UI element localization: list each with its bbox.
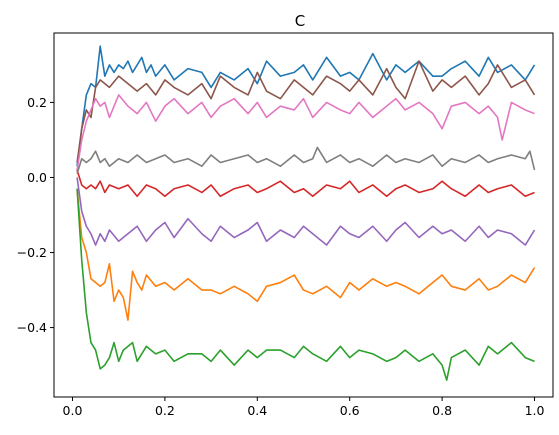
y-tick-label: 0.2 <box>27 95 47 110</box>
chart-title: C <box>295 12 305 30</box>
series-line-2 <box>76 188 536 321</box>
series-layer <box>76 45 536 381</box>
series-line-8 <box>76 146 536 174</box>
y-tick-label: 0.0 <box>27 170 47 185</box>
x-tick-label: 0.0 <box>63 403 83 418</box>
axes-layer: 0.0 0.2 0.4 0.6 0.8 1.0 −0.4 −0.2 0.0 0.2 <box>17 95 545 418</box>
x-tick-label: 0.2 <box>155 403 175 418</box>
series-line-4 <box>76 169 535 198</box>
series-line-1 <box>76 45 536 167</box>
series-line-3 <box>76 188 535 381</box>
y-tick-label: −0.2 <box>17 245 47 260</box>
x-tick-label: 0.4 <box>247 403 267 418</box>
x-tick-label: 0.8 <box>432 403 452 418</box>
x-tick-label: 0.6 <box>340 403 360 418</box>
series-line-5 <box>76 177 536 246</box>
series-line-6 <box>76 60 536 163</box>
x-tick-label: 1.0 <box>525 403 545 418</box>
series-line-7 <box>76 94 535 171</box>
y-tick-label: −0.4 <box>17 320 47 335</box>
plot-area-frame <box>53 32 554 398</box>
